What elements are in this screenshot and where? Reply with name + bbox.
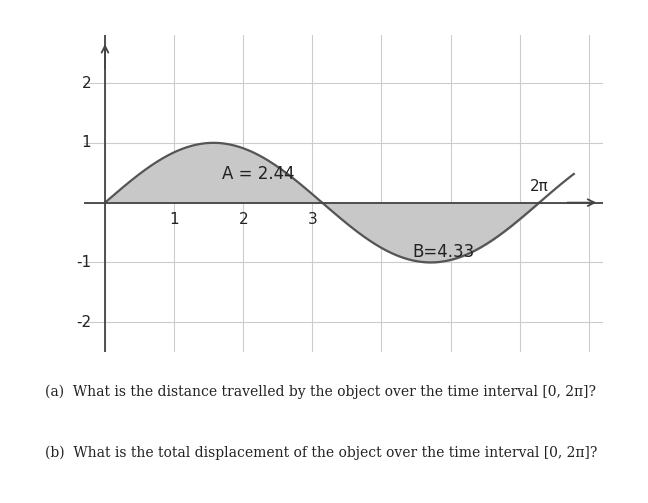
Text: A = 2.44: A = 2.44 [222,165,295,183]
Text: 2: 2 [238,212,248,226]
Text: 1: 1 [169,212,179,226]
Text: 2: 2 [82,75,91,91]
Text: 2π: 2π [530,179,549,194]
Text: 1: 1 [82,135,91,150]
Text: (b)  What is the total displacement of the object over the time interval [0, 2π]: (b) What is the total displacement of th… [45,445,597,460]
Text: 3: 3 [307,212,318,226]
Text: -1: -1 [76,255,91,270]
Text: (a)  What is the distance travelled by the object over the time interval [0, 2π]: (a) What is the distance travelled by th… [45,385,596,399]
Text: B=4.33: B=4.33 [413,242,475,261]
Text: -2: -2 [76,315,91,329]
